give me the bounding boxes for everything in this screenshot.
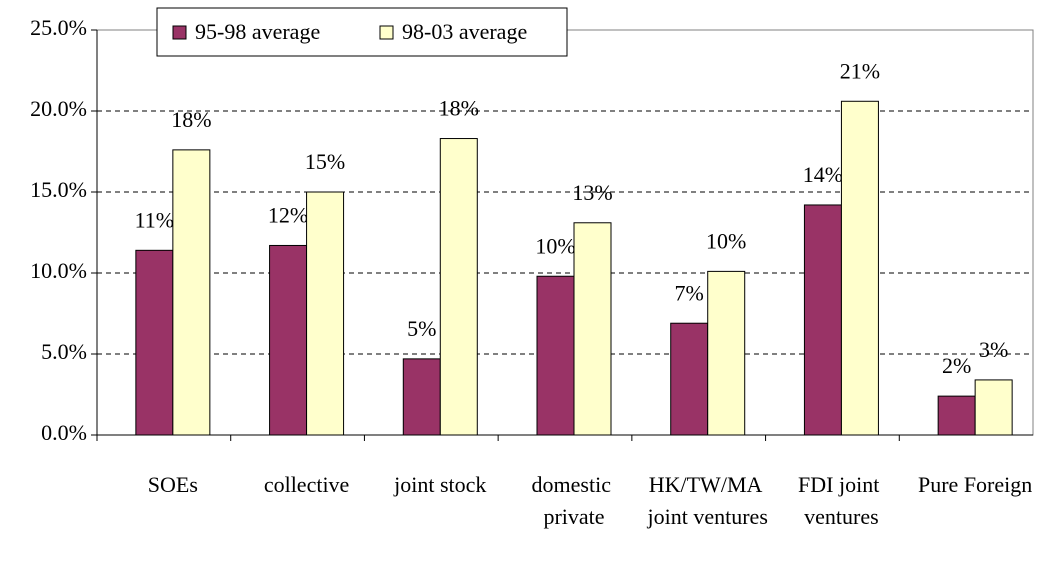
- x-tick-label: collective: [264, 472, 350, 497]
- x-tick-label: joint stock: [393, 472, 486, 497]
- legend-swatch: [172, 25, 187, 40]
- x-tick-label: HK/TW/MA joint ventures: [647, 472, 768, 529]
- value-label: 5%: [407, 316, 436, 341]
- bar: [707, 270, 746, 436]
- value-label: 11%: [135, 207, 175, 232]
- bar: [172, 149, 211, 436]
- value-label: 18%: [171, 107, 211, 132]
- bar: [269, 244, 308, 436]
- bar: [573, 222, 612, 436]
- value-label: 15%: [305, 149, 345, 174]
- y-tick-label: 0.0%: [41, 420, 87, 445]
- value-label: 14%: [803, 162, 843, 187]
- x-tick-label-line: domestic: [532, 472, 617, 497]
- x-tick-label-line: SOEs: [148, 472, 198, 497]
- legend-swatch: [379, 25, 394, 40]
- x-tick-label-line: joint stock: [393, 472, 486, 497]
- bar: [536, 275, 575, 436]
- x-tick-label-line: collective: [264, 472, 350, 497]
- x-tick-label: SOEs: [148, 472, 198, 497]
- y-tick-label: 15.0%: [30, 177, 87, 202]
- bar: [135, 249, 174, 436]
- legend-label: 98-03 average: [402, 19, 527, 44]
- x-tick-label: FDI joint ventures: [798, 472, 885, 529]
- bar: [974, 379, 1013, 436]
- value-label: 12%: [268, 203, 308, 228]
- bar: [937, 395, 976, 436]
- y-tick-label: 10.0%: [30, 258, 87, 283]
- x-tick-label-line: private: [543, 504, 604, 529]
- x-tick-label: domestic private: [532, 472, 617, 529]
- y-tick-label: 5.0%: [41, 339, 87, 364]
- bar: [306, 191, 345, 436]
- x-tick-label-line: joint ventures: [647, 504, 768, 529]
- bar: [670, 322, 709, 436]
- bar: [402, 358, 441, 436]
- value-label: 10%: [535, 233, 575, 258]
- value-label: 21%: [840, 58, 880, 83]
- value-label: 10%: [706, 228, 746, 253]
- value-label: 18%: [439, 96, 479, 121]
- legend: [156, 7, 568, 57]
- x-tick-label: Pure Foreign: [918, 472, 1032, 497]
- bar: [840, 100, 879, 436]
- y-tick-label: 25.0%: [30, 15, 87, 40]
- bar: [803, 204, 842, 436]
- value-label: 7%: [675, 280, 704, 305]
- bar: [439, 138, 478, 436]
- x-tick-label-line: Pure Foreign: [918, 472, 1032, 497]
- value-label: 13%: [572, 180, 612, 205]
- value-label: 3%: [979, 337, 1008, 362]
- x-tick-label-line: FDI joint: [798, 472, 885, 497]
- x-tick-label-line: HK/TW/MA: [649, 472, 767, 497]
- value-label: 2%: [942, 353, 971, 378]
- legend-label: 95-98 average: [195, 19, 320, 44]
- y-tick-label: 20.0%: [30, 96, 87, 121]
- x-tick-label-line: ventures: [804, 504, 879, 529]
